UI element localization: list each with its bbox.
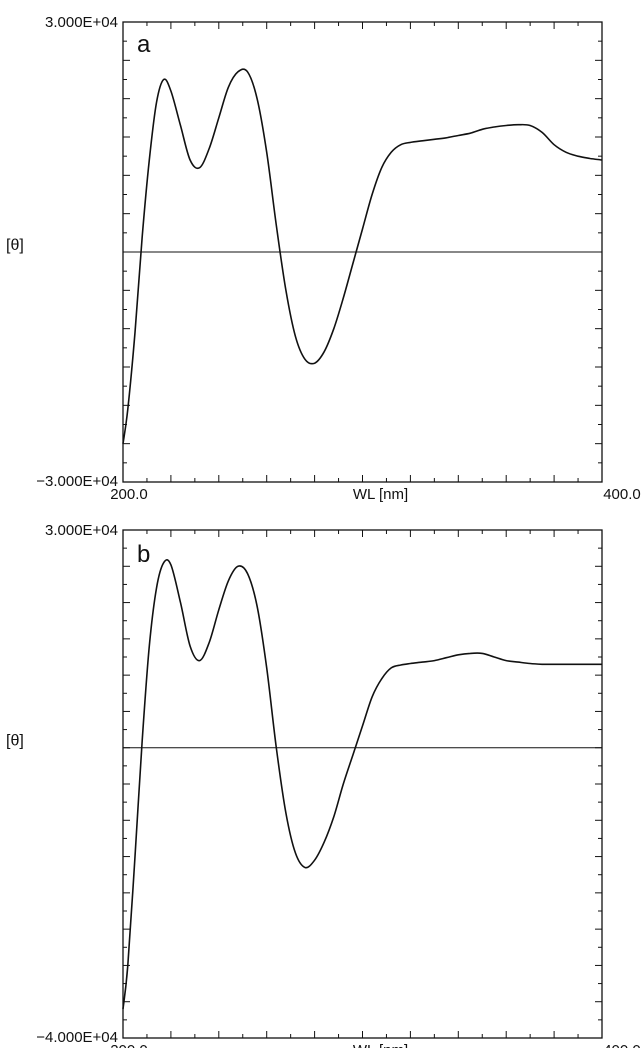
- x-axis-label: WL [nm]: [353, 486, 408, 503]
- y-axis-label: [θ]: [6, 237, 24, 254]
- y-tick-label-max: 3.000E+04: [45, 14, 118, 31]
- chart-panel-b: b 3.000E+04 −4.000E+04 [θ] 200.0 400.0 WL [nm]: [6, 522, 641, 1048]
- x-tick-label-max: 400.0: [603, 1042, 641, 1048]
- y-tick-label-min: −3.000E+04: [36, 473, 118, 490]
- y-tick-label-max: 3.000E+04: [45, 522, 118, 539]
- cd-spectrum-line: [122, 68, 603, 444]
- x-tick-label-min: 200.0: [110, 486, 148, 503]
- panel-label: a: [137, 31, 151, 58]
- x-tick-label-min: 200.0: [110, 1042, 148, 1048]
- panel-label: b: [137, 541, 150, 568]
- chart-panel-a: a 3.000E+04 −3.000E+04 [θ] 200.0 400.0 WL [nm]: [6, 14, 641, 503]
- x-axis-label: WL [nm]: [353, 1042, 408, 1048]
- x-tick-label-max: 400.0: [603, 486, 641, 503]
- plot-frame: [122, 529, 603, 1039]
- cd-spectrum-line: [122, 559, 602, 1010]
- y-tick-label-min: −4.000E+04: [36, 1029, 118, 1046]
- y-axis-label: [θ]: [6, 733, 24, 750]
